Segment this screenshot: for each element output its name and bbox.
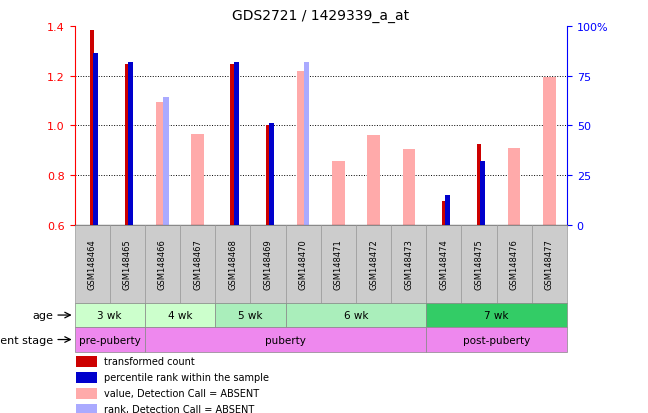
Text: pre-puberty: pre-puberty bbox=[79, 335, 141, 345]
Bar bbox=[286, 225, 321, 303]
Bar bbox=[180, 225, 215, 303]
Text: 7 wk: 7 wk bbox=[485, 310, 509, 320]
Bar bbox=[145, 303, 215, 328]
Bar bbox=[332, 162, 345, 225]
Bar bbox=[231, 65, 235, 225]
Bar bbox=[426, 328, 567, 352]
Text: GSM148473: GSM148473 bbox=[404, 239, 413, 290]
Title: GDS2721 / 1429339_a_at: GDS2721 / 1429339_a_at bbox=[232, 9, 410, 23]
Bar bbox=[286, 303, 426, 328]
Text: GSM148474: GSM148474 bbox=[439, 239, 448, 290]
Text: 6 wk: 6 wk bbox=[343, 310, 368, 320]
Bar bbox=[215, 303, 286, 328]
Text: development stage: development stage bbox=[0, 335, 53, 345]
Text: GSM148471: GSM148471 bbox=[334, 239, 343, 290]
Bar bbox=[445, 195, 450, 225]
Bar bbox=[110, 225, 145, 303]
Bar bbox=[75, 328, 145, 352]
Bar bbox=[508, 148, 520, 225]
Bar bbox=[128, 63, 133, 225]
Bar bbox=[75, 225, 110, 303]
Text: puberty: puberty bbox=[265, 335, 306, 345]
Bar bbox=[234, 63, 239, 225]
Text: transformed count: transformed count bbox=[104, 356, 195, 366]
Bar bbox=[76, 372, 97, 383]
Text: GSM148465: GSM148465 bbox=[122, 239, 132, 290]
Text: GSM148466: GSM148466 bbox=[158, 239, 167, 290]
Text: 5 wk: 5 wk bbox=[238, 310, 262, 320]
Bar bbox=[480, 162, 485, 225]
Bar bbox=[250, 225, 286, 303]
Text: GSM148477: GSM148477 bbox=[545, 239, 554, 290]
Text: 3 wk: 3 wk bbox=[97, 310, 122, 320]
Bar bbox=[76, 356, 97, 367]
Text: GSM148470: GSM148470 bbox=[299, 239, 308, 290]
Bar bbox=[215, 225, 250, 303]
Bar bbox=[125, 65, 130, 225]
Bar bbox=[496, 225, 532, 303]
Bar bbox=[76, 404, 97, 413]
Bar bbox=[145, 328, 426, 352]
Bar bbox=[321, 225, 356, 303]
Bar bbox=[304, 63, 309, 225]
Bar bbox=[93, 54, 98, 225]
Text: GSM148467: GSM148467 bbox=[193, 239, 202, 290]
Text: age: age bbox=[32, 310, 53, 320]
Bar bbox=[192, 135, 203, 225]
Bar bbox=[163, 97, 168, 225]
Bar bbox=[76, 388, 97, 399]
Bar bbox=[426, 225, 461, 303]
Text: GSM148476: GSM148476 bbox=[510, 239, 519, 290]
Text: GSM148464: GSM148464 bbox=[87, 239, 97, 290]
Bar bbox=[297, 71, 309, 225]
Bar bbox=[356, 225, 391, 303]
Bar bbox=[269, 123, 274, 225]
Text: post-puberty: post-puberty bbox=[463, 335, 530, 345]
Bar bbox=[532, 225, 567, 303]
Text: value, Detection Call = ABSENT: value, Detection Call = ABSENT bbox=[104, 388, 260, 398]
Text: GSM148475: GSM148475 bbox=[474, 239, 483, 290]
Bar bbox=[477, 145, 481, 225]
Bar bbox=[543, 78, 555, 225]
Bar bbox=[402, 150, 415, 225]
Text: GSM148468: GSM148468 bbox=[228, 239, 237, 290]
Bar bbox=[75, 303, 145, 328]
Bar bbox=[367, 136, 380, 225]
Bar bbox=[156, 102, 168, 225]
Text: percentile rank within the sample: percentile rank within the sample bbox=[104, 372, 270, 382]
Bar bbox=[441, 202, 446, 225]
Bar bbox=[266, 126, 270, 225]
Text: GSM148469: GSM148469 bbox=[264, 239, 273, 290]
Text: GSM148472: GSM148472 bbox=[369, 239, 378, 290]
Bar bbox=[426, 303, 567, 328]
Bar bbox=[461, 225, 496, 303]
Text: 4 wk: 4 wk bbox=[168, 310, 192, 320]
Bar bbox=[145, 225, 180, 303]
Text: rank, Detection Call = ABSENT: rank, Detection Call = ABSENT bbox=[104, 404, 255, 413]
Bar bbox=[90, 31, 95, 225]
Bar bbox=[391, 225, 426, 303]
